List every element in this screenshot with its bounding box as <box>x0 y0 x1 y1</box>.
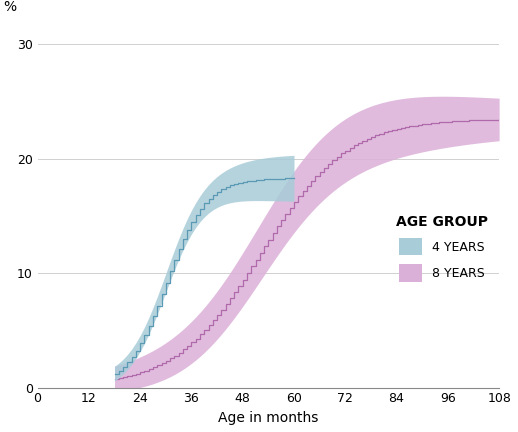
X-axis label: Age in months: Age in months <box>218 411 319 425</box>
Y-axis label: %: % <box>3 0 17 14</box>
Legend: 4 YEARS, 8 YEARS: 4 YEARS, 8 YEARS <box>391 210 493 287</box>
